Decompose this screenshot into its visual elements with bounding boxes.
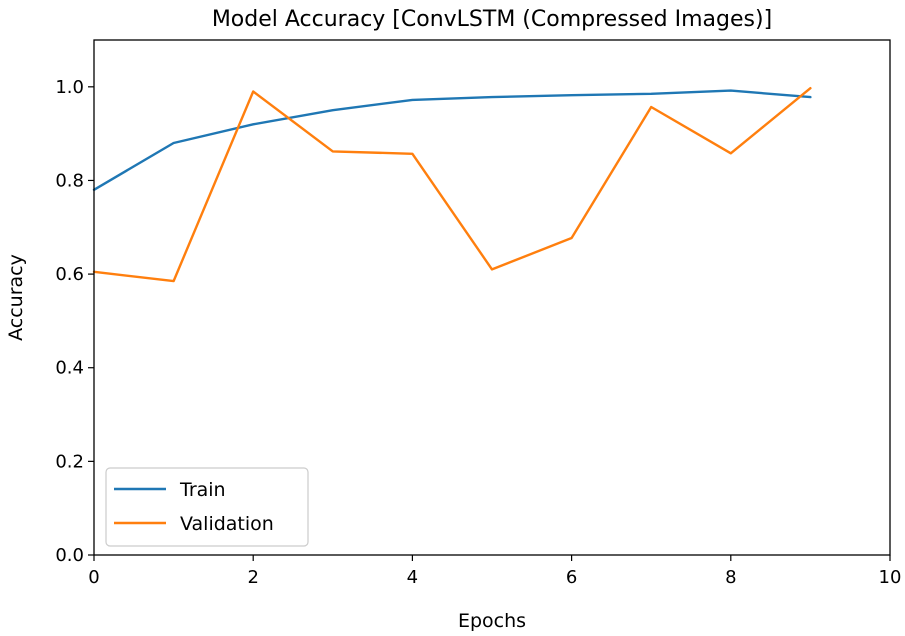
y-tick-label: 0.6: [55, 264, 84, 285]
plot-area: [92, 86, 812, 283]
y-tick-label: 0.0: [55, 545, 84, 566]
y-tick-label: 1.0: [55, 77, 84, 98]
y-axis-label: Accuracy: [5, 254, 27, 341]
x-tick-label: 6: [566, 567, 577, 588]
axis-ticks: 0 2 4 6 8 10 0.0 0.2 0.4 0.6 0.8 1.0: [55, 77, 901, 588]
x-tick-label: 4: [407, 567, 418, 588]
series-line-validation: [92, 86, 812, 283]
x-axis-label: Epochs: [458, 610, 526, 632]
y-tick-label: 0.4: [55, 358, 84, 379]
y-tick-label: 0.8: [55, 170, 84, 191]
x-tick-label: 8: [725, 567, 736, 588]
chart-title: Model Accuracy [ConvLSTM (Compressed Ima…: [212, 7, 772, 32]
plot-frame: [93, 39, 891, 556]
legend-label-validation: Validation: [180, 513, 274, 535]
legend-label-train: Train: [179, 479, 226, 501]
y-tick-label: 0.2: [55, 451, 84, 472]
legend: Train Validation: [105, 467, 309, 547]
x-tick-label: 10: [879, 567, 902, 588]
x-tick-label: 2: [247, 567, 258, 588]
x-tick-label: 0: [88, 567, 99, 588]
legend-box: [105, 467, 309, 547]
series-line-train: [92, 89, 812, 192]
